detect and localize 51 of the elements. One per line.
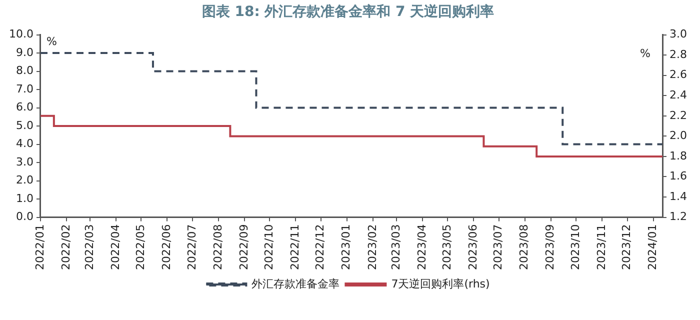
y-tick-label: 9.0 xyxy=(16,46,34,59)
legend-label: 外汇存款准备金率 xyxy=(252,277,340,290)
x-tick-label: 2023/06 xyxy=(466,224,480,270)
x-tick-label: 2022/01 xyxy=(33,224,46,270)
y2-tick-label: 3.0 xyxy=(670,28,688,41)
y-tick-label: 1.0 xyxy=(16,192,34,205)
y-tick-label: 4.0 xyxy=(16,137,34,150)
y2-tick-label: 2.0 xyxy=(670,129,688,142)
y-axis-title: % xyxy=(46,35,57,48)
y-tick-label: 0.0 xyxy=(16,210,34,224)
y-tick-label: 10.0 xyxy=(8,28,34,41)
x-tick-label: 2024/01 xyxy=(646,224,660,270)
x-tick-label: 2023/11 xyxy=(594,224,608,270)
y2-tick-label: 2.2 xyxy=(670,108,688,122)
x-tick-label: 2022/08 xyxy=(211,224,224,270)
y-tick-label: 2.0 xyxy=(16,174,34,187)
y2-tick-label: 2.4 xyxy=(670,88,688,102)
x-tick-label: 2022/06 xyxy=(160,224,174,270)
y2-tick-label: 1.6 xyxy=(670,170,688,183)
x-tick-label: 2023/03 xyxy=(389,224,402,270)
x-tick-label: 2023/07 xyxy=(492,224,505,270)
x-tick-label: 2023/05 xyxy=(440,224,454,270)
x-tick-label: 2023/02 xyxy=(366,224,379,270)
y2-tick-label: 1.2 xyxy=(670,210,688,224)
x-tick-label: 2022/07 xyxy=(185,224,198,270)
x-tick-label: 2023/08 xyxy=(518,224,531,270)
x-tick-label: 2023/04 xyxy=(415,224,428,270)
x-tick-label: 2022/11 xyxy=(288,224,302,270)
x-tick-label: 2022/12 xyxy=(314,224,327,270)
y2-tick-label: 1.4 xyxy=(670,190,688,203)
x-tick-label: 2022/05 xyxy=(134,224,148,270)
x-tick-label: 2022/04 xyxy=(108,224,122,270)
y-tick-label: 7.0 xyxy=(16,82,34,96)
y2-tick-label: 2.8 xyxy=(670,48,688,61)
x-tick-label: 2023/10 xyxy=(568,224,582,270)
y2-axis-title: % xyxy=(640,47,651,60)
x-tick-label: 2022/03 xyxy=(82,224,96,270)
legend-label: 7天逆回购利率(rhs) xyxy=(391,277,490,290)
y-tick-label: 6.0 xyxy=(16,100,34,114)
chart-title: 图表 18: 外汇存款准备金率和 7 天逆回购利率 xyxy=(202,3,494,20)
y2-tick-label: 2.6 xyxy=(670,68,688,82)
x-tick-label: 2023/09 xyxy=(544,224,557,270)
x-tick-label: 2023/12 xyxy=(620,224,634,270)
x-tick-label: 2022/09 xyxy=(237,224,250,270)
y-tick-label: 5.0 xyxy=(16,118,34,132)
x-tick-label: 2023/01 xyxy=(340,224,353,270)
y2-tick-label: 1.8 xyxy=(670,149,688,162)
y-tick-label: 8.0 xyxy=(16,64,34,78)
x-tick-label: 2022/02 xyxy=(59,224,72,270)
x-tick-label: 2022/10 xyxy=(262,224,276,270)
y-tick-label: 3.0 xyxy=(16,155,34,168)
